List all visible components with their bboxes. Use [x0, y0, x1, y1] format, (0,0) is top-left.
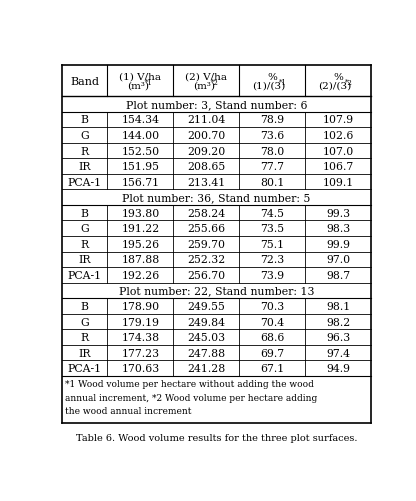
Text: 154.34: 154.34 — [121, 115, 159, 125]
Text: 68.6: 68.6 — [260, 333, 285, 342]
Text: 98.1: 98.1 — [326, 302, 350, 312]
Text: *2: *2 — [211, 79, 219, 87]
Text: 256.70: 256.70 — [187, 271, 225, 281]
Text: 179.19: 179.19 — [121, 317, 159, 327]
Text: 208.65: 208.65 — [187, 162, 225, 172]
Text: %: % — [267, 73, 277, 82]
Text: 94.9: 94.9 — [326, 363, 350, 373]
Text: 178.90: 178.90 — [121, 302, 159, 312]
Text: 70.3: 70.3 — [260, 302, 285, 312]
Text: 74.5: 74.5 — [260, 208, 284, 218]
Text: PCA-1: PCA-1 — [67, 177, 102, 187]
Text: Plot number: 22, Stand number: 13: Plot number: 22, Stand number: 13 — [119, 286, 314, 296]
Text: 107.0: 107.0 — [322, 146, 354, 156]
Text: %: % — [333, 73, 343, 82]
Text: 97.0: 97.0 — [326, 255, 350, 265]
Text: 144.00: 144.00 — [121, 131, 159, 141]
Text: 252.32: 252.32 — [187, 255, 225, 265]
Text: 209.20: 209.20 — [187, 146, 225, 156]
Text: PCA-1: PCA-1 — [67, 271, 102, 281]
Text: the wood annual increment: the wood annual increment — [65, 406, 191, 415]
Text: 106.7: 106.7 — [322, 162, 354, 172]
Text: 97.4: 97.4 — [326, 348, 350, 358]
Text: Plot number: 36, Stand number: 5: Plot number: 36, Stand number: 5 — [122, 193, 311, 203]
Text: 211.04: 211.04 — [187, 115, 225, 125]
Text: 170.63: 170.63 — [121, 363, 160, 373]
Text: 67.1: 67.1 — [260, 363, 285, 373]
Text: 98.2: 98.2 — [326, 317, 350, 327]
Text: *1: *1 — [145, 79, 153, 87]
Text: 174.38: 174.38 — [121, 333, 159, 342]
Text: 99.9: 99.9 — [326, 239, 350, 249]
Text: 245.03: 245.03 — [187, 333, 225, 342]
Text: 98.7: 98.7 — [326, 271, 350, 281]
Text: IR: IR — [78, 162, 91, 172]
Text: Plot number: 3, Stand number: 6: Plot number: 3, Stand number: 6 — [126, 100, 307, 110]
Text: R: R — [81, 239, 89, 249]
Text: B: B — [81, 115, 89, 125]
Text: G: G — [80, 131, 89, 141]
Text: (2)/(3): (2)/(3) — [318, 81, 352, 90]
Text: Band: Band — [70, 77, 99, 86]
Text: 193.80: 193.80 — [121, 208, 160, 218]
Text: 78.9: 78.9 — [260, 115, 285, 125]
Text: (m³): (m³) — [193, 81, 215, 90]
Text: B: B — [81, 208, 89, 218]
Text: 96.3: 96.3 — [326, 333, 350, 342]
Text: 73.6: 73.6 — [260, 131, 285, 141]
Text: annual increment, *2 Wood volume per hectare adding: annual increment, *2 Wood volume per hec… — [65, 393, 317, 402]
Text: 109.1: 109.1 — [322, 177, 354, 187]
Text: R: R — [81, 333, 89, 342]
Text: 191.22: 191.22 — [121, 224, 160, 234]
Text: (m³): (m³) — [127, 81, 149, 90]
Text: 255.66: 255.66 — [187, 224, 225, 234]
Text: 72.3: 72.3 — [260, 255, 285, 265]
Text: (2) V/ha: (2) V/ha — [186, 73, 228, 82]
Text: 73.5: 73.5 — [260, 224, 285, 234]
Text: G: G — [80, 224, 89, 234]
Text: 187.88: 187.88 — [121, 255, 160, 265]
Text: 258.24: 258.24 — [187, 208, 225, 218]
Text: B: B — [81, 302, 89, 312]
Text: Table 6. Wood volume results for the three plot surfaces.: Table 6. Wood volume results for the thr… — [76, 433, 357, 442]
Text: 241.28: 241.28 — [187, 363, 225, 373]
Text: (1)/(3): (1)/(3) — [253, 81, 286, 90]
Text: PCA-1: PCA-1 — [67, 363, 102, 373]
Text: 192.26: 192.26 — [121, 271, 160, 281]
Text: 249.55: 249.55 — [188, 302, 225, 312]
Text: IR: IR — [78, 255, 91, 265]
Text: 73.9: 73.9 — [260, 271, 285, 281]
Text: 102.6: 102.6 — [322, 131, 354, 141]
Text: 259.70: 259.70 — [187, 239, 225, 249]
Text: 213.41: 213.41 — [187, 177, 225, 187]
Text: 156.71: 156.71 — [121, 177, 159, 187]
Text: (1) V/ha: (1) V/ha — [119, 73, 161, 82]
Text: G: G — [80, 317, 89, 327]
Text: *2: *2 — [344, 79, 352, 87]
Text: 77.7: 77.7 — [260, 162, 284, 172]
Text: 195.26: 195.26 — [121, 239, 159, 249]
Text: *1 Wood volume per hectare without adding the wood: *1 Wood volume per hectare without addin… — [65, 380, 314, 389]
Text: 99.3: 99.3 — [326, 208, 350, 218]
Text: *1: *1 — [279, 79, 287, 87]
Text: 78.0: 78.0 — [260, 146, 285, 156]
Text: 107.9: 107.9 — [323, 115, 354, 125]
Text: IR: IR — [78, 348, 91, 358]
Text: 69.7: 69.7 — [260, 348, 285, 358]
Text: 98.3: 98.3 — [326, 224, 350, 234]
Text: 152.50: 152.50 — [121, 146, 159, 156]
Text: 247.88: 247.88 — [187, 348, 225, 358]
Text: 177.23: 177.23 — [121, 348, 159, 358]
Text: R: R — [81, 146, 89, 156]
Text: 70.4: 70.4 — [260, 317, 285, 327]
Text: 200.70: 200.70 — [187, 131, 225, 141]
Text: 75.1: 75.1 — [260, 239, 285, 249]
Text: 249.84: 249.84 — [187, 317, 225, 327]
Text: 151.95: 151.95 — [121, 162, 159, 172]
Text: 80.1: 80.1 — [260, 177, 285, 187]
